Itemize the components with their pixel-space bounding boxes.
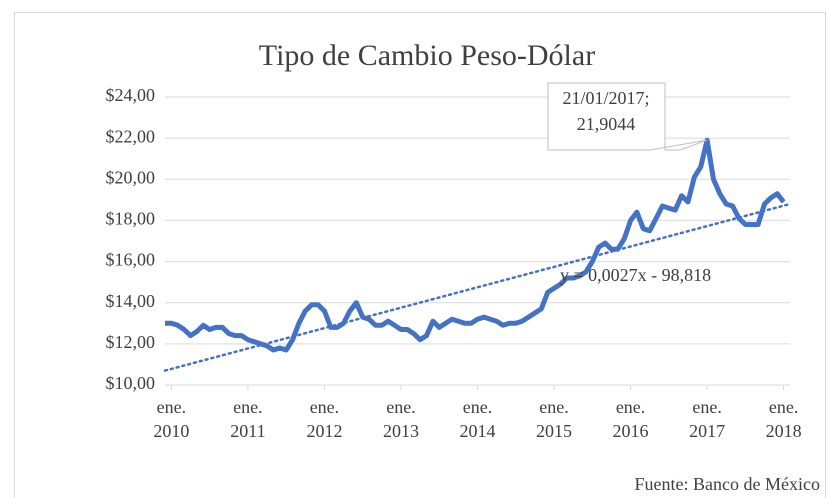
callout-box xyxy=(547,82,708,151)
chart-title: Tipo de Cambio Peso-Dólar xyxy=(259,39,595,72)
y-tick-label: $22,00 xyxy=(106,126,156,146)
x-tick-label: ene. 2014 xyxy=(460,397,496,441)
y-tick-label: $20,00 xyxy=(106,167,156,187)
y-tick-label: $18,00 xyxy=(106,209,156,229)
source-note: Fuente: Banco de México xyxy=(635,474,820,494)
x-tick-label: ene. 2011 xyxy=(230,397,265,441)
x-tick-label: ene. 2018 xyxy=(766,397,802,441)
chart-frame xyxy=(14,12,826,498)
y-tick-label: $24,00 xyxy=(106,85,156,105)
x-tick-label: ene. 2010 xyxy=(153,397,189,441)
y-tick-label: $12,00 xyxy=(106,332,156,352)
x-tick-label: ene. 2013 xyxy=(383,397,419,441)
x-tick-label: ene. 2016 xyxy=(613,397,649,441)
y-tick-label: $14,00 xyxy=(106,291,156,311)
x-tick-label: ene. 2017 xyxy=(689,397,725,441)
y-tick-label: $10,00 xyxy=(106,373,156,393)
x-tick-label: ene. 2012 xyxy=(306,397,342,441)
y-tick-label: $16,00 xyxy=(106,250,156,270)
trendline xyxy=(163,202,792,372)
annotation-label: 21/01/2017; 21,9044 xyxy=(562,88,649,134)
x-tick-label: ene. 2015 xyxy=(536,397,572,441)
data-line xyxy=(165,137,786,353)
trendline-label: y = 0,0027x - 98,818 xyxy=(560,265,711,285)
